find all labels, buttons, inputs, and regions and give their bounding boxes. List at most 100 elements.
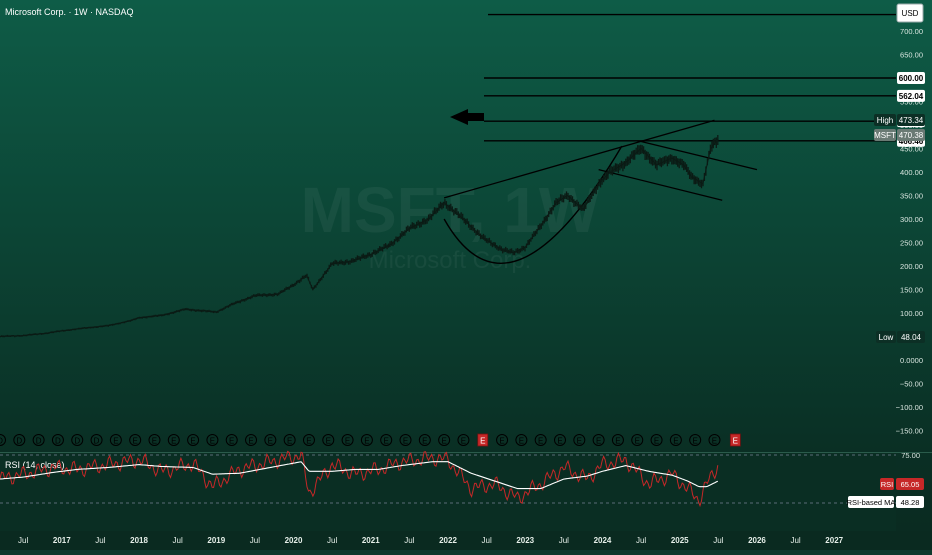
earnings-event-icon[interactable]: E [399, 434, 412, 446]
y-tick-label: 300.00 [900, 215, 923, 224]
svg-text:E: E [287, 437, 292, 446]
earnings-event-icon[interactable]: E [573, 434, 586, 446]
svg-text:E: E [461, 437, 466, 446]
earnings-event-icon[interactable]: E [302, 434, 315, 446]
earnings-event-icon[interactable]: E [283, 434, 296, 446]
svg-text:E: E [152, 437, 157, 446]
rsi-ma-value-box [896, 496, 924, 508]
x-tick-label: 2023 [516, 536, 534, 545]
x-tick-label: Jul [250, 536, 260, 545]
svg-text:D: D [16, 437, 22, 446]
y-tick-label: −150.00 [896, 427, 923, 436]
horizontal-lines[interactable] [484, 13, 896, 142]
svg-text:E: E [113, 437, 118, 446]
earnings-event-icon[interactable]: E [592, 434, 605, 446]
events-row[interactable]: DDDDDDEEEEEEEEEEEEEEEEEEEEEEEEEEEEEEEEE [0, 433, 741, 447]
svg-text:E: E [596, 437, 601, 446]
svg-text:D: D [55, 437, 61, 446]
last-price-value: 470.38 [899, 131, 924, 140]
svg-text:E: E [422, 437, 427, 446]
arrow-annotation[interactable] [450, 109, 484, 125]
earnings-event-icon[interactable]: E [341, 434, 354, 446]
x-tick-label: Jul [636, 536, 646, 545]
high-value-box [897, 114, 925, 126]
earnings-event-icon[interactable]: E [554, 434, 566, 446]
earnings-event-icon[interactable]: E [245, 434, 258, 446]
earnings-event-icon[interactable]: E [611, 434, 624, 446]
price-labels: USD600.00562.04508.19466.46High473.34MSF… [874, 3, 925, 343]
earnings-event-icon[interactable]: E [689, 434, 702, 446]
x-tick-label: Jul [95, 536, 105, 545]
earnings-event-icon[interactable]: E [515, 434, 528, 446]
earnings-event-icon[interactable]: E [650, 434, 663, 446]
trendline-upper-wedge[interactable] [443, 119, 715, 199]
svg-text:E: E [384, 437, 389, 446]
x-tick-label: 2020 [285, 536, 303, 545]
earnings-event-icon[interactable]: E [669, 434, 682, 446]
trendline-channel-upper[interactable] [640, 140, 758, 171]
y-tick-label: −50.00 [900, 380, 923, 389]
x-tick-label: Jul [790, 536, 800, 545]
dividend-event-icon[interactable]: D [51, 434, 64, 446]
y-tick-label: 650.00 [900, 51, 923, 60]
dividend-event-icon[interactable]: D [71, 434, 84, 446]
level-label: 466.46 [899, 137, 924, 146]
earnings-event-icon[interactable]: E [322, 434, 335, 446]
earnings-event-icon[interactable]: E [187, 434, 200, 446]
y-tick-label: 150.00 [900, 286, 923, 295]
earnings-event-icon[interactable]: E [438, 434, 451, 446]
earnings-event-icon[interactable]: E [418, 434, 431, 446]
earnings-event-icon[interactable]: E [360, 434, 373, 446]
earnings-event-icon[interactable]: E [167, 434, 180, 446]
y-tick-label: 100.00 [900, 309, 923, 318]
earnings-event-icon[interactable]: E [729, 433, 741, 447]
x-tick-label: Jul [18, 536, 28, 545]
svg-text:E: E [171, 437, 176, 446]
x-tick-label: 2024 [594, 536, 612, 545]
y-tick-label: 400.00 [900, 168, 923, 177]
earnings-event-icon[interactable]: E [534, 434, 547, 446]
x-tick-label: Jul [559, 536, 569, 545]
dividend-event-icon[interactable]: D [90, 434, 103, 446]
svg-text:E: E [538, 437, 543, 446]
earnings-event-icon[interactable]: E [496, 434, 509, 446]
svg-text:E: E [480, 437, 485, 446]
earnings-event-icon[interactable]: E [631, 434, 644, 446]
earnings-event-icon[interactable]: E [225, 434, 238, 446]
earnings-event-icon[interactable]: E [264, 434, 277, 446]
svg-text:E: E [403, 437, 408, 446]
earnings-event-icon[interactable]: E [129, 434, 142, 446]
time-axis[interactable]: Jul 2017 Jul 2018 Jul 2019 Jul 2020 Jul 2021 Jul 20… [0, 531, 932, 550]
dividend-event-icon[interactable]: D [13, 434, 26, 446]
level-label: 600.00 [899, 74, 924, 83]
earnings-event-icon[interactable]: E [708, 434, 721, 446]
low-label: Low [879, 333, 894, 342]
y-tick-label: 550.00 [900, 98, 923, 107]
x-tick-label: 2026 [748, 536, 766, 545]
trendline-channel-lower[interactable] [598, 169, 723, 201]
earnings-event-icon[interactable]: E [380, 434, 393, 446]
dividend-event-icon[interactable]: D [0, 434, 6, 446]
y-tick-label: 0.0000 [900, 356, 923, 365]
svg-text:E: E [210, 437, 215, 446]
x-tick-label: 2019 [207, 536, 225, 545]
svg-text:E: E [268, 437, 273, 446]
earnings-event-icon[interactable]: E [457, 434, 470, 446]
earnings-event-icon[interactable]: E [109, 434, 122, 446]
x-tick-label: Jul [404, 536, 414, 545]
level-box [897, 72, 925, 84]
rsi-ma-tag-box [848, 496, 894, 508]
svg-text:E: E [306, 437, 311, 446]
svg-text:E: E [326, 437, 331, 446]
symbol-label: MSFT [874, 131, 896, 140]
earnings-event-icon[interactable]: E [206, 434, 219, 446]
earnings-event-icon[interactable]: E [477, 433, 489, 447]
rsi-tick-label: 75.00 [901, 451, 920, 460]
earnings-event-icon[interactable]: E [148, 434, 161, 446]
y-tick-label: −100.00 [896, 403, 923, 412]
dividend-event-icon[interactable]: D [32, 434, 45, 446]
high-value: 473.34 [899, 116, 924, 125]
